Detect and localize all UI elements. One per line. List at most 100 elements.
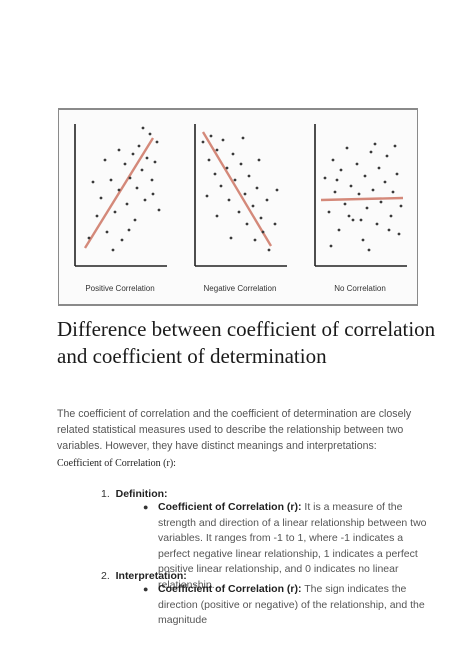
trend-line <box>201 131 273 247</box>
scatter-point <box>337 228 341 232</box>
scatter-point <box>343 202 347 206</box>
scatter-point <box>253 238 257 242</box>
scatter-point <box>251 204 255 208</box>
scatter-point <box>215 214 219 218</box>
scatter-point <box>363 174 367 178</box>
scatter-point <box>243 192 247 196</box>
list-item-2: 2. Interpretation: <box>101 570 187 582</box>
scatter-point <box>135 186 139 190</box>
trend-line <box>83 137 155 249</box>
positive-correlation-panel: Positive Correlation <box>67 120 173 296</box>
no-correlation-panel: No Correlation <box>307 120 413 296</box>
bullet-icon: ● <box>143 584 149 594</box>
scatter-point <box>331 158 335 162</box>
scatter-point <box>345 146 349 150</box>
bullet-icon: ● <box>143 502 149 512</box>
scatter-point <box>339 168 343 172</box>
scatter-point <box>125 202 129 206</box>
scatter-point <box>111 248 115 252</box>
scatter-point <box>141 126 145 130</box>
scatter-point <box>329 244 333 248</box>
scatter-point <box>145 156 149 160</box>
scatter-point <box>367 248 371 252</box>
scatter-point <box>393 144 397 148</box>
scatter-point <box>333 190 337 194</box>
bullet-term: Coefficient of Correlation (r): <box>158 583 302 595</box>
scatter-point <box>95 214 99 218</box>
scatter-point <box>209 134 213 138</box>
scatter-point <box>395 172 399 176</box>
scatter-point <box>247 174 251 178</box>
scatter-point <box>385 154 389 158</box>
scatter-point <box>259 216 263 220</box>
scatter-point <box>361 238 365 242</box>
scatter-point <box>137 144 141 148</box>
scatter-point <box>233 178 237 182</box>
scatter-point <box>323 176 327 180</box>
scatter-point <box>257 158 261 162</box>
scatter-point <box>373 142 377 146</box>
scatter-point <box>221 138 225 142</box>
scatter-point <box>109 178 113 182</box>
scatter-point <box>369 150 373 154</box>
scatter-point <box>245 222 249 226</box>
scatter-point <box>399 204 403 208</box>
correlation-figure: Positive Correlation Negative Correlatio… <box>58 108 418 306</box>
bullet-text: It is a measure of the strength and dire… <box>158 501 427 591</box>
scatter-point <box>153 160 157 164</box>
scatter-point <box>225 166 229 170</box>
intro-paragraph: The coefficient of correlation and the c… <box>57 408 412 452</box>
scatter-point <box>241 136 245 140</box>
scatter-point <box>397 232 401 236</box>
scatter-point <box>371 188 375 192</box>
scatter-point <box>383 180 387 184</box>
trend-line <box>320 196 404 202</box>
positive-correlation-caption: Positive Correlation <box>85 284 155 293</box>
scatter-point <box>237 210 241 214</box>
scatter-point <box>349 184 353 188</box>
list-number: 2. <box>101 570 110 582</box>
scatter-point <box>105 230 109 234</box>
scatter-point <box>140 168 144 172</box>
no-correlation-caption: No Correlation <box>334 284 386 293</box>
scatter-point <box>207 158 211 162</box>
scatter-point <box>377 166 381 170</box>
scatter-point <box>148 132 152 136</box>
scatter-point <box>213 172 217 176</box>
scatter-point <box>143 198 147 202</box>
scatter-point <box>229 236 233 240</box>
list-item-1: 1. Definition: <box>101 488 168 500</box>
scatter-point <box>327 210 331 214</box>
scatter-point <box>347 214 351 218</box>
scatter-point <box>127 228 131 232</box>
scatter-point <box>133 218 137 222</box>
negative-scatter-plot <box>194 124 287 267</box>
scatter-point <box>261 230 265 234</box>
scatter-point <box>359 218 363 222</box>
scatter-point <box>117 188 121 192</box>
scatter-point <box>113 210 117 214</box>
scatter-point <box>387 228 391 232</box>
scatter-point <box>265 198 269 202</box>
list-label: Definition: <box>115 488 168 500</box>
scatter-point <box>151 192 155 196</box>
negative-correlation-panel: Negative Correlation <box>187 120 293 296</box>
list-label: Interpretation: <box>115 570 187 582</box>
scatter-point <box>91 180 95 184</box>
bullet-item-2: Coefficient of Correlation (r): The sign… <box>158 582 428 629</box>
section-heading: Difference between coefficient of correl… <box>57 317 436 368</box>
scatter-point <box>255 186 259 190</box>
scatter-point <box>131 152 135 156</box>
positive-scatter-plot <box>74 124 167 267</box>
scatter-point <box>365 206 369 210</box>
bullet-item-1: Coefficient of Correlation (r): It is a … <box>158 500 428 594</box>
scatter-point <box>123 162 127 166</box>
list-number: 1. <box>101 488 110 500</box>
scatter-point <box>157 208 161 212</box>
scatter-point <box>99 196 103 200</box>
scatter-point <box>219 184 223 188</box>
scatter-point <box>335 178 339 182</box>
subheading: Coefficient of Correlation (r): <box>57 458 176 469</box>
scatter-point <box>87 236 91 240</box>
scatter-point <box>150 178 154 182</box>
